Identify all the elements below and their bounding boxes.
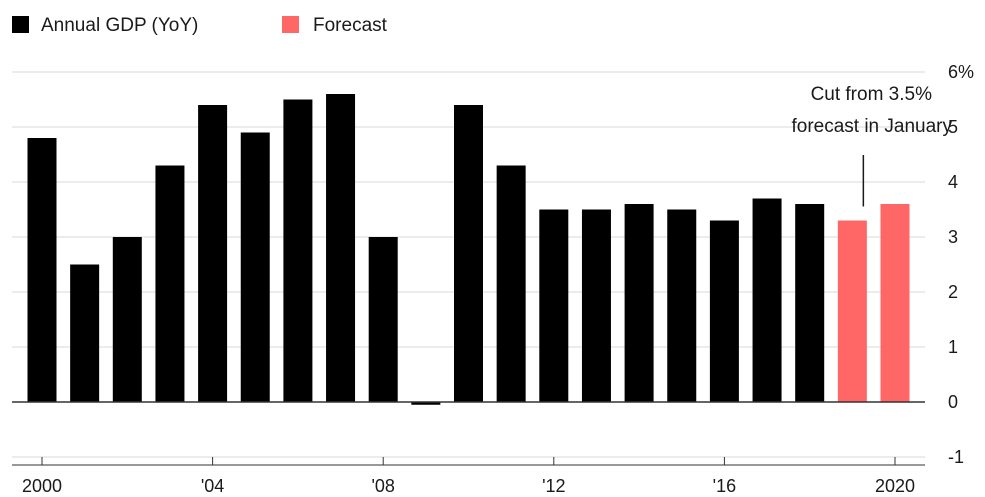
annotation-line-2: forecast in January <box>791 116 952 137</box>
y-tick-label: 4 <box>948 172 958 192</box>
bar-actual-2006 <box>283 99 313 402</box>
bar-actual-2009 <box>411 402 441 405</box>
bar-actual-2018 <box>795 204 825 402</box>
bar-actual-2008 <box>368 237 398 402</box>
bar-forecast-2019 <box>837 220 867 402</box>
y-tick-label: 3 <box>948 227 958 247</box>
y-tick-label: 5 <box>948 117 958 137</box>
bar-actual-2005 <box>240 132 270 402</box>
y-tick-label: 0 <box>948 392 958 412</box>
bars <box>27 94 910 405</box>
annotation: Cut from 3.5% forecast in January <box>791 84 952 207</box>
legend-swatch-actual <box>12 16 29 33</box>
bar-actual-2012 <box>539 209 569 402</box>
legend-swatch-forecast <box>282 16 299 33</box>
bar-actual-2015 <box>667 209 697 402</box>
bar-forecast-2020 <box>880 204 910 402</box>
bar-actual-2016 <box>709 220 739 402</box>
x-tick-label: '08 <box>371 476 394 496</box>
bar-actual-2017 <box>752 198 782 402</box>
bar-actual-2011 <box>496 165 526 402</box>
y-tick-label: 1 <box>948 337 958 357</box>
x-tick-label: 2000 <box>22 476 62 496</box>
legend-label-forecast: Forecast <box>313 15 388 36</box>
bar-actual-2003 <box>155 165 185 402</box>
y-tick-label: 2 <box>948 282 958 302</box>
bar-actual-2004 <box>198 105 228 402</box>
legend-label-actual: Annual GDP (YoY) <box>41 15 198 36</box>
bar-actual-2001 <box>70 264 100 402</box>
bar-actual-2000 <box>27 138 57 402</box>
y-tick-label: 6% <box>948 62 974 82</box>
bar-actual-2007 <box>326 94 356 402</box>
annotation-line-1: Cut from 3.5% <box>811 84 933 105</box>
legend: Annual GDP (YoY) Forecast <box>12 15 388 36</box>
y-axis-ticks: 6% 5 4 3 2 1 0 -1 <box>948 62 974 467</box>
bar-actual-2010 <box>454 105 483 402</box>
bar-actual-2013 <box>581 209 611 402</box>
x-tick-label: '16 <box>713 476 736 496</box>
x-tick-label: 2020 <box>875 476 915 496</box>
bar-actual-2014 <box>624 204 654 402</box>
y-tick-label: -1 <box>948 447 964 467</box>
x-tick-label: '12 <box>542 476 565 496</box>
bar-actual-2002 <box>112 237 142 402</box>
x-axis-ticks: 2000 '04 '08 '12 '16 2020 <box>12 457 925 496</box>
x-tick-label: '04 <box>201 476 224 496</box>
